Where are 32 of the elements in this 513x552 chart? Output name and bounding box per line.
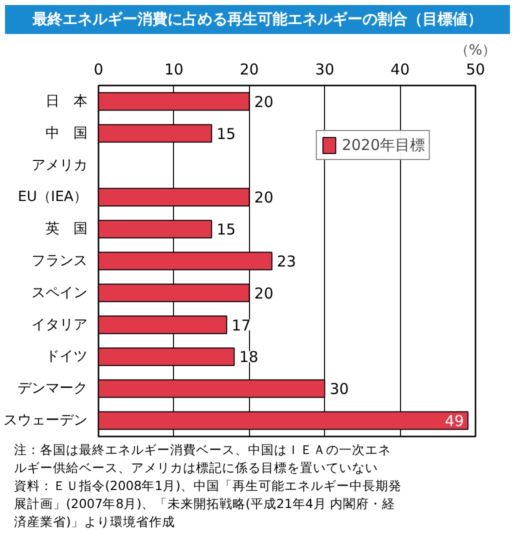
y-tick-label: 中 国 (46, 126, 88, 142)
text: 注：各国は最終エネルギー消費ベース、中国はＩＥＡの一次エネルギー供給ベース、アメリカは標記に係る目標を置いていない (14, 441, 392, 478)
y-tick-label: アメリカ (32, 158, 88, 174)
y-tick-label: フランス (32, 253, 88, 270)
x-tick-label: 10 (164, 60, 184, 79)
y-tick-label: 英 国 (46, 222, 88, 238)
y-tick-label: デンマーク (18, 381, 88, 398)
data-label: 17 (232, 316, 251, 335)
y-tick-label: スウェーデン (4, 412, 88, 429)
y-tick-label: ドイツ (46, 349, 88, 366)
data-label: 49 (444, 412, 464, 430)
x-axis-title: （%） (454, 42, 496, 59)
legend-label: 2020年目標 (342, 136, 425, 155)
y-tick-label: イタリア (32, 317, 88, 334)
x-tick-label: 50 (466, 60, 486, 79)
text: 資料：ＥＵ指令(2008年1月)、中国「再生可能エネルギー中長期発展計画」(2007年8月)、「未来開拓戦略(平成21年4月 内閣府・経済産業省)」より環境省作成 (14, 477, 402, 532)
data-label: 15 (216, 221, 236, 240)
data-label: 20 (254, 189, 274, 208)
data-label: 15 (216, 125, 236, 144)
x-tick-label: 30 (315, 60, 334, 79)
y-tick-label: スペイン (32, 285, 88, 302)
x-tick-label: 20 (240, 60, 259, 79)
data-label: 20 (254, 93, 274, 112)
chart-title: 最終エネルギー消費に占める再生可能エネルギーの割合（目標値） (32, 9, 482, 30)
data-label: 30 (330, 380, 349, 399)
data-label: 20 (254, 284, 274, 303)
x-tick-label: 40 (390, 60, 410, 79)
data-label: 18 (239, 348, 258, 367)
x-tick-label: 0 (94, 60, 104, 79)
y-tick-label: EU（IEA） (18, 190, 88, 206)
y-tick-label: 日 本 (46, 94, 88, 110)
data-label: 23 (276, 252, 296, 271)
